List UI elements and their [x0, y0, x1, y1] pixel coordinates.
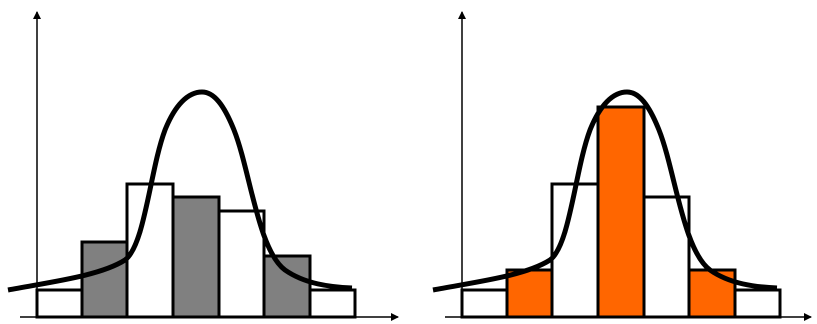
right-bar-7 — [733, 288, 782, 319]
right-bar-4 — [596, 105, 646, 319]
left-bar-4 — [171, 195, 221, 319]
right-bar-1 — [460, 288, 509, 319]
left-bar-5 — [217, 209, 266, 319]
left-bar-6 — [262, 254, 312, 319]
left-bar-7 — [308, 288, 357, 319]
left-bar-1 — [35, 288, 84, 319]
left-bar-2 — [80, 240, 129, 319]
left-panel — [7, 11, 399, 321]
left-histogram-bars — [35, 182, 357, 319]
right-panel — [432, 11, 812, 321]
right-histogram-bars — [460, 105, 782, 319]
right-bar-2 — [505, 268, 554, 319]
left-bell-curve — [7, 89, 353, 293]
right-bell-curve — [432, 89, 778, 293]
